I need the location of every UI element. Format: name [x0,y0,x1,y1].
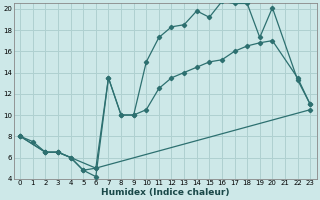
X-axis label: Humidex (Indice chaleur): Humidex (Indice chaleur) [101,188,229,197]
